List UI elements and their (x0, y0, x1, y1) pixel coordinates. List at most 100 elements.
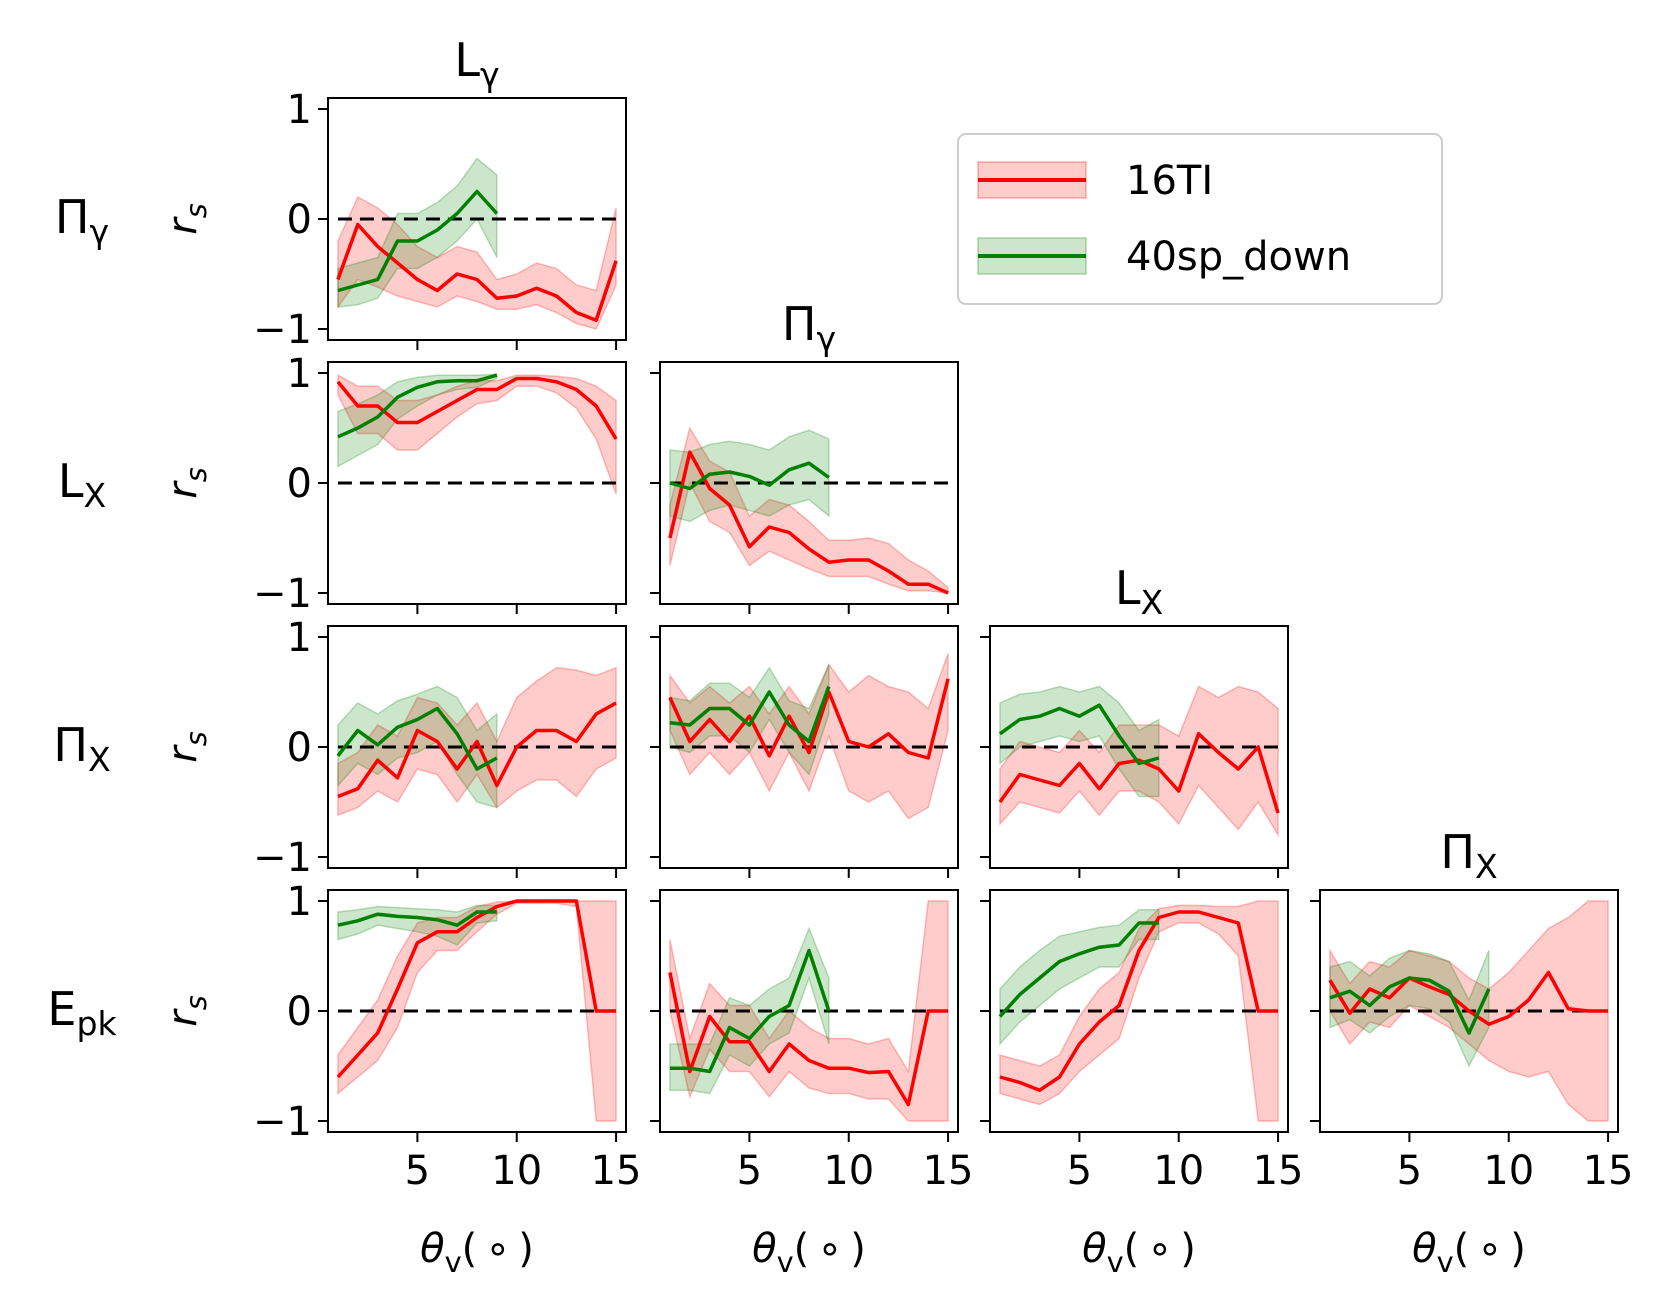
x-axis-label-suffix: ( ∘ ) (1124, 1226, 1196, 1272)
line-16TI (336, 222, 618, 322)
x-tick-label: 10 (1153, 1148, 1204, 1194)
line-40sp_down (669, 461, 830, 491)
panel-r2-c0: −1 0 1 (253, 615, 627, 881)
column-title-sub: X (1475, 847, 1498, 886)
panel-r2-c2: LX (980, 561, 1289, 878)
x-axis-label: θv( ∘ ) (1412, 1226, 1526, 1279)
x-tick-label: 5 (1397, 1148, 1422, 1194)
y-axis-label-text: rs (160, 995, 213, 1026)
panel-r1-c0: −1 0 1 (253, 351, 627, 617)
x-tick-label: 10 (823, 1148, 874, 1194)
panel-frame (659, 361, 959, 605)
x-axis-label-sub: v (445, 1245, 462, 1279)
line-16TI (998, 732, 1280, 814)
y-tick-label: 1 (287, 879, 312, 925)
x-axis-label: θv( ∘ ) (752, 1226, 866, 1279)
column-title: ΠX (1440, 825, 1497, 886)
y-tick-label: 1 (287, 87, 312, 133)
y-axis-label-sub: s (179, 995, 213, 1010)
line-40sp_down (669, 948, 831, 1074)
y-axis-label: rs (160, 731, 213, 762)
panel-r1-c1: Πγ (650, 297, 959, 614)
column-title-base: L (1115, 561, 1141, 615)
row-label: ΠX (53, 718, 110, 779)
y-axis-label-text: rs (160, 467, 213, 498)
legend-entry-label: 40sp_down (1126, 234, 1351, 280)
x-tick-label: 15 (923, 1148, 974, 1194)
y-tick-label: 0 (287, 461, 312, 507)
band-16TI (669, 900, 949, 1122)
band-40sp_down (1329, 949, 1490, 1068)
x-axis-label-sub: v (1107, 1245, 1124, 1279)
y-axis-label-base: r (160, 480, 206, 499)
x-tick-label: 5 (405, 1148, 430, 1194)
band-40sp_down (337, 157, 498, 308)
y-tick-label: −1 (253, 307, 312, 353)
column-title: LX (1115, 561, 1163, 622)
line-16TI (1328, 970, 1609, 1026)
line-16TI (668, 450, 949, 595)
row-label-sub: γ (89, 212, 109, 251)
x-axis-label-sub: v (777, 1245, 794, 1279)
x-axis-label-suffix: ( ∘ ) (794, 1226, 866, 1272)
column-title-base: L (454, 33, 480, 87)
panel-r3-c1: 5 10 15 (650, 889, 974, 1194)
row-label-base: Π (53, 718, 88, 772)
y-axis-label-text: rs (160, 203, 213, 234)
line-40sp_down (998, 921, 1159, 1018)
line-16TI (999, 910, 1279, 1092)
band-16TI (669, 653, 949, 820)
y-tick-label: −1 (253, 571, 312, 617)
band-16TI (337, 373, 617, 495)
legend-box (957, 133, 1443, 305)
y-axis-label: rs (160, 995, 213, 1026)
panel-r2-c1 (650, 625, 959, 878)
legend: 16TI 40sp_down (957, 133, 1443, 305)
column-title-sub: X (1140, 583, 1163, 622)
line-40sp_down (1329, 976, 1491, 1035)
row-label-sub: X (88, 740, 111, 779)
row-label-sub: X (83, 476, 106, 515)
band-16TI (337, 195, 617, 330)
column-title-sub: γ (480, 55, 500, 94)
x-tick-label: 10 (1483, 1148, 1534, 1194)
x-tick-label: 5 (1067, 1148, 1092, 1194)
band-16TI (337, 900, 617, 1122)
column-title: Πγ (782, 297, 836, 358)
y-axis-label-text: rs (160, 731, 213, 762)
y-axis-label-sub: s (179, 203, 213, 218)
line-16TI (336, 899, 617, 1079)
row-label: LX (58, 454, 106, 515)
y-tick-label: 1 (287, 615, 312, 661)
line-40sp_down (337, 910, 497, 927)
line-16TI (337, 701, 617, 799)
y-tick-label: 0 (287, 725, 312, 771)
line-40sp_down (337, 373, 498, 439)
y-tick-label: 0 (287, 197, 312, 243)
y-axis-label-base: r (160, 744, 206, 763)
y-tick-label: 0 (287, 989, 312, 1035)
column-title: Lγ (454, 33, 499, 94)
x-axis-label-base: θ (1082, 1226, 1106, 1272)
x-axis-label: θv( ∘ ) (420, 1226, 534, 1279)
x-axis-label-base: θ (1412, 1226, 1436, 1272)
x-axis-label: θv( ∘ ) (1082, 1226, 1196, 1279)
panel-r0-c0: −1 0 1 Lγ (253, 33, 627, 353)
x-axis-label-suffix: ( ∘ ) (1454, 1226, 1526, 1272)
y-axis-label-base: r (160, 216, 206, 235)
x-tick-label: 15 (591, 1148, 642, 1194)
row-label-base: E (47, 982, 76, 1036)
y-tick-label: −1 (253, 1099, 312, 1145)
band-40sp_down (337, 373, 498, 468)
panel-r3-c3: 5 10 15 ΠX (1310, 825, 1634, 1194)
x-axis-label-sub: v (1437, 1245, 1454, 1279)
y-axis-label-sub: s (179, 731, 213, 746)
y-axis-label: rs (160, 467, 213, 498)
line-40sp_down (998, 703, 1160, 766)
row-label: Epk (47, 982, 117, 1043)
line-16TI (668, 678, 950, 760)
